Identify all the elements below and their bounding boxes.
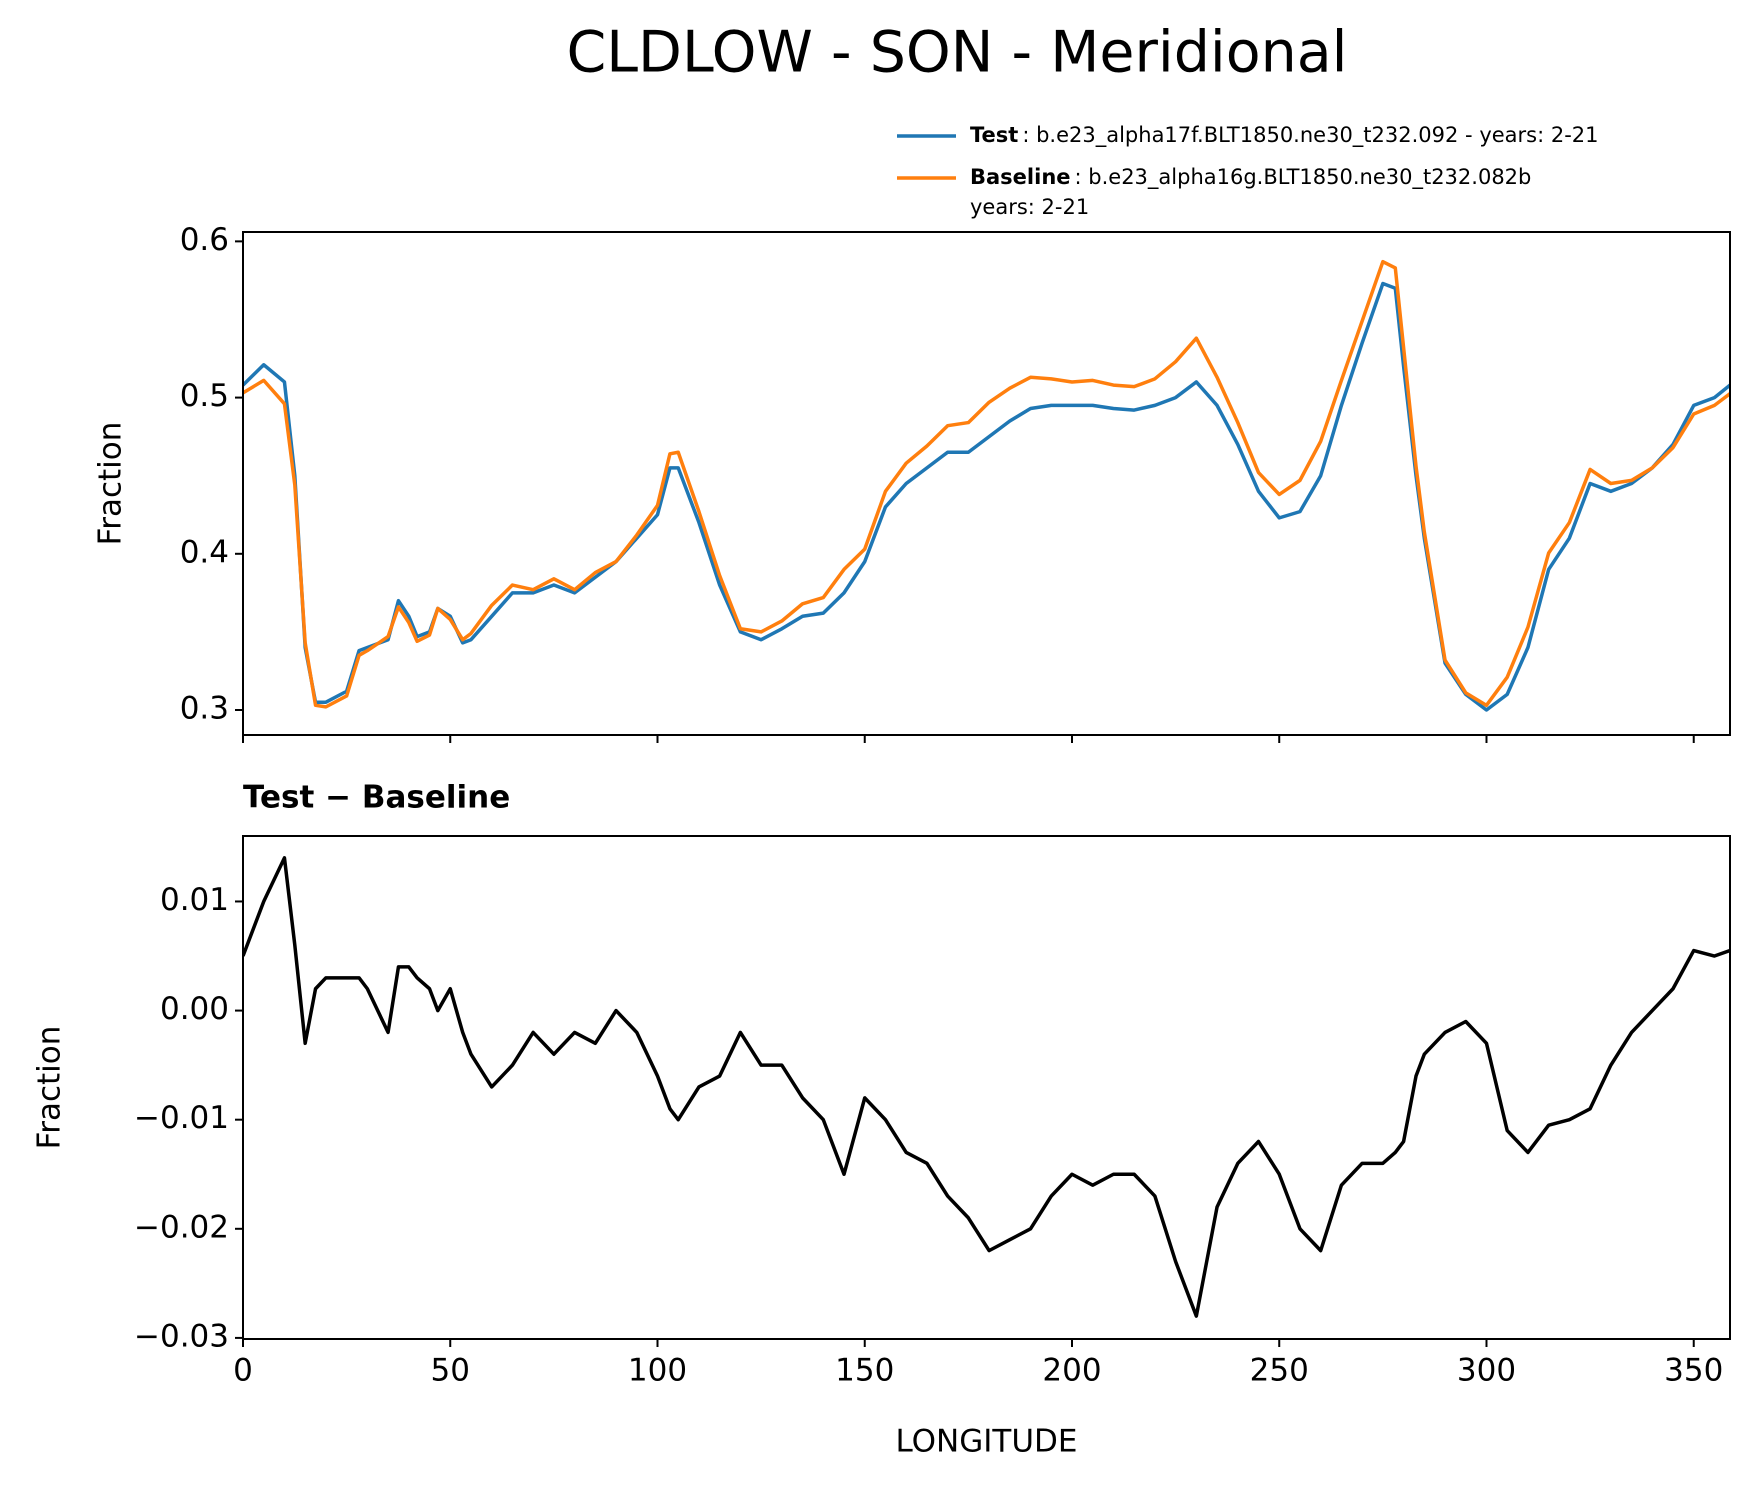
legend-details: : b.e23_alpha17f.BLT1850.ne30_t232.092 -…: [1022, 123, 1598, 148]
legend-name: Baseline: [970, 165, 1071, 189]
x-tick-label: 50: [431, 1353, 470, 1389]
plot-frame: [242, 835, 1731, 1340]
y-tick-label: 0.4: [180, 534, 229, 570]
y-tick-label: 0.00: [160, 991, 229, 1027]
x-tick-label: 300: [1457, 1353, 1516, 1389]
y-axis-label: Fraction: [93, 422, 129, 546]
legend-name: Test: [970, 123, 1018, 147]
figure-title: CLDLOW - SON - Meridional: [567, 20, 1348, 86]
x-tick-label: 0: [233, 1353, 253, 1389]
data-line: [243, 259, 1730, 709]
y-tick-label: −0.01: [134, 1100, 229, 1136]
x-tick-label: 250: [1250, 1353, 1309, 1389]
x-tick-label: 350: [1664, 1353, 1723, 1389]
y-axis-label: Fraction: [32, 1026, 68, 1150]
y-tick-label: 0.3: [180, 691, 229, 727]
plot-frame: [242, 231, 1731, 736]
y-tick-label: 0.6: [180, 222, 229, 258]
subplot-title: Test − Baseline: [243, 780, 510, 816]
y-tick-label: 0.01: [160, 882, 229, 918]
x-tick-label: 200: [1042, 1353, 1101, 1389]
y-tick-label: −0.03: [134, 1318, 229, 1354]
data-line: [243, 856, 1730, 1318]
y-tick-label: 0.5: [180, 378, 229, 414]
legend-details: years: 2-21: [970, 195, 1089, 219]
x-axis-label: LONGITUDE: [895, 1424, 1077, 1460]
x-tick-label: 100: [628, 1353, 687, 1389]
y-tick-label: −0.02: [134, 1209, 229, 1245]
legend-details: : b.e23_alpha16g.BLT1850.ne30_t232.082b: [1075, 165, 1532, 190]
x-tick-label: 150: [835, 1353, 894, 1389]
